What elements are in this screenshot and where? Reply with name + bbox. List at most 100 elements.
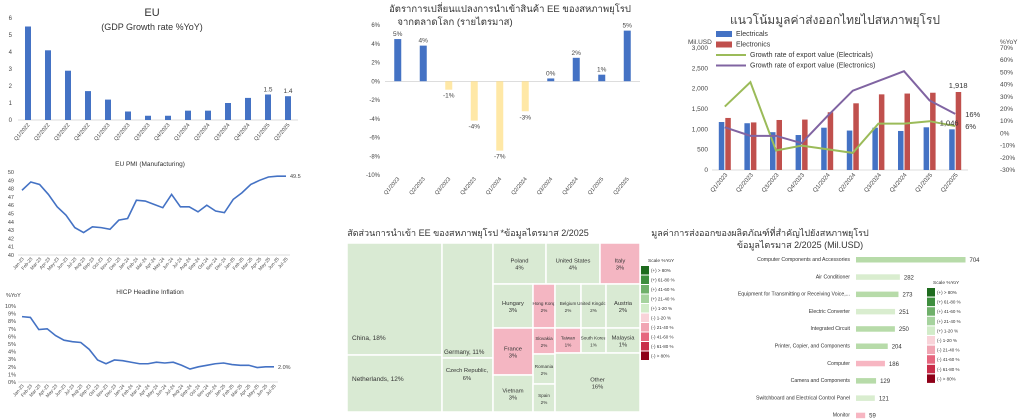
treemap-label: Other <box>590 378 605 384</box>
x-tick-label: Q4/2024 <box>562 176 580 196</box>
treemap-cell <box>554 352 641 413</box>
x-tick-label: Q3/2023 <box>133 122 151 142</box>
pmi-line <box>21 175 286 234</box>
bar <box>856 412 866 419</box>
bar-electricals <box>923 127 930 170</box>
treemap-label: 16% <box>592 385 604 391</box>
data-label: 2.0% <box>278 365 291 371</box>
y-tick-label: 41 <box>8 245 14 251</box>
legend-label: (+) 21-40 % <box>937 319 961 324</box>
y-axis-label: Mil.USD <box>688 39 712 46</box>
y-tick-label-right: -30% <box>1000 167 1015 174</box>
y-tick-label-right: 40% <box>1000 82 1013 89</box>
y-tick-label: 2,000 <box>692 86 709 93</box>
y-tick-label-right: -20% <box>1000 155 1015 162</box>
y-tick-label: 48 <box>8 187 14 193</box>
bar <box>245 97 251 120</box>
bar-electronics <box>878 94 885 170</box>
treemap-cell-czech <box>441 357 494 413</box>
x-tick-label: Jul-25 <box>277 256 289 269</box>
chart-title: HICP Headline Inflation <box>116 289 184 296</box>
legend-label: (-) 21-40 % <box>937 348 960 353</box>
legend-swatch <box>641 323 649 332</box>
data-label: 186 <box>889 362 900 368</box>
bar <box>225 103 231 120</box>
legend-label: (-) 1-20 % <box>651 316 671 321</box>
treemap-cell <box>492 242 547 285</box>
bar-electronics <box>827 112 834 170</box>
bar-electronics <box>776 119 782 170</box>
y-tick-label: 8% <box>8 319 16 325</box>
bar <box>85 91 91 120</box>
treemap-cell-china <box>346 242 443 356</box>
chart-title: อัตราการเปลี่ยนแปลงการนำเข้าสินค้า EE ขอ… <box>389 2 631 15</box>
bar <box>285 96 291 120</box>
x-tick-label: Q2/2023 <box>736 172 756 194</box>
y-tick-label: 45 <box>8 212 14 218</box>
category-label: Integrated Circuit <box>810 326 850 332</box>
chart-title: EU <box>144 7 159 19</box>
bar-electronics <box>955 92 962 170</box>
data-label: 2% <box>572 50 582 57</box>
x-tick-label: Q4/2023 <box>460 176 478 196</box>
legend-label: (-) 61-80 % <box>937 367 960 372</box>
legend-label: (+) 61-80 % <box>937 300 961 305</box>
legend-swatch <box>641 285 649 294</box>
y-tick-label: 500 <box>697 147 708 154</box>
x-tick-label: Q2/2025 <box>940 172 960 194</box>
x-tick-label: Q2/2023 <box>409 176 427 196</box>
legend-swatch <box>716 41 732 48</box>
y-tick-label: 0% <box>8 380 16 386</box>
data-label: -1% <box>443 93 455 100</box>
legend-label: Electricals <box>736 31 768 38</box>
x-tick-label: Q1/2025 <box>915 172 935 194</box>
y-tick-label: 1% <box>8 372 16 378</box>
treemap-label: Germany, 11% <box>444 349 485 356</box>
category-label: Electric Converter <box>809 309 850 315</box>
bar <box>496 81 504 151</box>
y-tick-label: -6% <box>369 136 380 142</box>
legend-label: Growth rate of export value (Electronics… <box>750 63 875 70</box>
treemap-label: 3% <box>509 396 517 402</box>
bar <box>394 39 402 82</box>
legend-swatch <box>927 288 935 297</box>
treemap-label: South Korea <box>581 336 607 341</box>
bar-electronics <box>802 119 808 170</box>
y-tick-label: 7% <box>8 327 16 333</box>
legend-swatch <box>641 313 649 322</box>
treemap-label: Taiwan <box>561 336 576 341</box>
y-tick-label-right: -10% <box>1000 143 1015 150</box>
x-tick-label: Q2/2024 <box>193 122 211 142</box>
data-label: 704 <box>970 258 981 264</box>
chart-subtitle: ข้อมูลไตรมาส 2/2025 (Mil.USD) <box>737 240 863 251</box>
bar <box>856 378 877 384</box>
legend-swatch <box>927 355 935 364</box>
legend-label: (+) 1-20 % <box>651 306 672 311</box>
y-tick-label: -8% <box>369 154 380 160</box>
chart-title: แนวโน้มมูลค่าส่งออกไทยไปสหภาพยุโรป <box>730 13 940 28</box>
legend-swatch <box>716 31 732 37</box>
bar-electronics <box>725 117 731 170</box>
legend-swatch <box>927 326 935 335</box>
treemap-label: United States <box>556 259 591 265</box>
y-tick-label: 1 <box>9 101 13 107</box>
bar-electricals <box>898 130 904 170</box>
treemap-label: 1% <box>565 343 572 348</box>
hicp-line <box>21 315 274 370</box>
data-label: -7% <box>494 154 506 161</box>
treemap-cell <box>532 327 556 355</box>
bar <box>470 81 478 121</box>
treemap-cell-germany <box>441 242 494 359</box>
category-label: Monitor <box>833 413 851 419</box>
legend-label: (-) > 80% <box>937 376 956 381</box>
y-tick-label-right: 70% <box>1000 45 1013 52</box>
y-tick-label: 50 <box>8 170 14 176</box>
bar-electricals <box>795 135 802 170</box>
y-tick-label: 3 <box>9 67 13 73</box>
treemap-cell <box>532 383 556 413</box>
x-tick-label: Q3/2022 <box>53 122 71 142</box>
legend-label: (+) 61-80 % <box>651 278 675 283</box>
treemap-label: Slovakia <box>535 336 553 341</box>
data-label: 1.4 <box>283 88 292 95</box>
treemap-cell <box>532 353 556 385</box>
